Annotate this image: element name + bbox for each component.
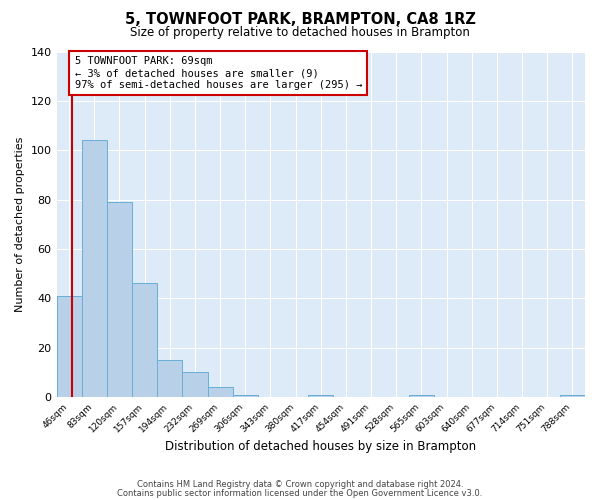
Text: Contains public sector information licensed under the Open Government Licence v3: Contains public sector information licen…	[118, 490, 482, 498]
Bar	[308, 394, 334, 397]
Y-axis label: Number of detached properties: Number of detached properties	[15, 136, 25, 312]
Bar	[132, 284, 157, 397]
Bar	[107, 202, 132, 397]
Bar	[409, 394, 434, 397]
Bar	[233, 394, 258, 397]
Text: 5, TOWNFOOT PARK, BRAMPTON, CA8 1RZ: 5, TOWNFOOT PARK, BRAMPTON, CA8 1RZ	[125, 12, 475, 28]
Bar	[56, 296, 82, 397]
Bar	[82, 140, 107, 397]
Bar	[157, 360, 182, 397]
Bar	[208, 387, 233, 397]
Text: Contains HM Land Registry data © Crown copyright and database right 2024.: Contains HM Land Registry data © Crown c…	[137, 480, 463, 489]
Bar	[182, 372, 208, 397]
Text: 5 TOWNFOOT PARK: 69sqm
← 3% of detached houses are smaller (9)
97% of semi-detac: 5 TOWNFOOT PARK: 69sqm ← 3% of detached …	[75, 56, 362, 90]
Text: Size of property relative to detached houses in Brampton: Size of property relative to detached ho…	[130, 26, 470, 39]
Bar	[560, 394, 585, 397]
X-axis label: Distribution of detached houses by size in Brampton: Distribution of detached houses by size …	[165, 440, 476, 452]
